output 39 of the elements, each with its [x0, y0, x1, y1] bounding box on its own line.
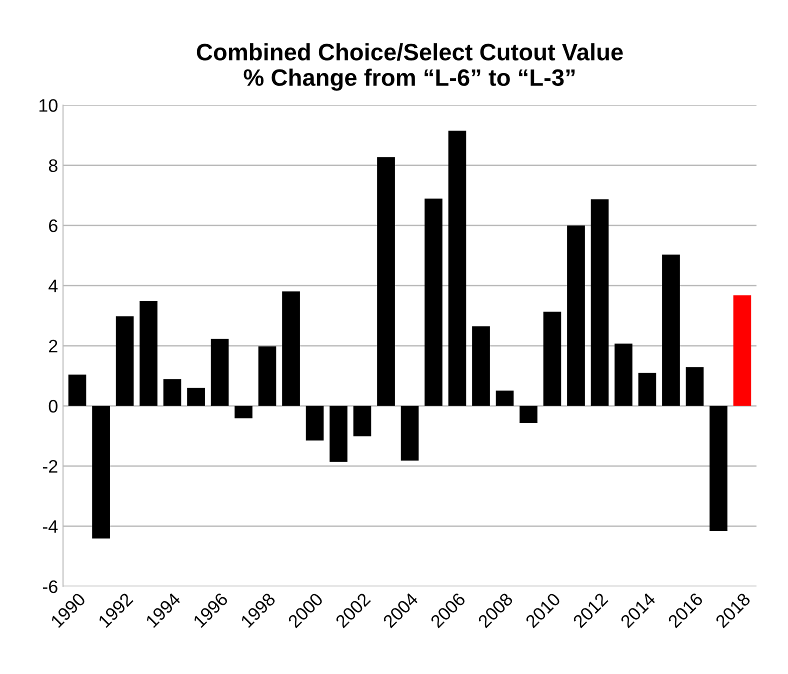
bar	[377, 157, 395, 406]
y-tick-label: -2	[42, 460, 58, 473]
bar	[733, 295, 752, 406]
y-tick-label: 6	[49, 219, 58, 232]
bar	[520, 406, 538, 424]
bar	[496, 390, 514, 406]
bar	[424, 198, 442, 406]
bar	[163, 379, 182, 406]
bar	[543, 312, 562, 406]
bar	[590, 199, 609, 406]
y-tick-label: -6	[42, 580, 58, 594]
bar	[353, 406, 372, 436]
y-tick-label: 0	[48, 400, 58, 413]
bar	[330, 406, 348, 462]
bar	[567, 225, 585, 406]
bar	[710, 406, 728, 532]
bar	[234, 406, 252, 418]
bar	[282, 291, 300, 406]
bar	[686, 367, 704, 406]
bar	[116, 316, 134, 406]
bar	[92, 406, 110, 539]
bar	[400, 406, 419, 461]
bar	[614, 344, 632, 406]
bar	[448, 130, 466, 406]
bar	[68, 374, 86, 406]
y-tick-label: 8	[48, 159, 58, 172]
y-tick-label: 4	[48, 280, 58, 292]
bar	[210, 338, 229, 406]
bar	[187, 388, 205, 406]
bar	[638, 372, 656, 406]
bar	[140, 300, 158, 406]
bar	[472, 326, 490, 406]
y-tick-label: 2	[49, 340, 58, 352]
chart-title: Combined Choice/Select Cutout Value % Change from “L-6” to “L-3”	[196, 43, 623, 91]
bar	[258, 346, 276, 406]
bar	[662, 254, 680, 406]
bar	[306, 406, 324, 441]
y-tick-label: 10	[39, 99, 58, 112]
y-tick-label: -4	[42, 520, 58, 533]
